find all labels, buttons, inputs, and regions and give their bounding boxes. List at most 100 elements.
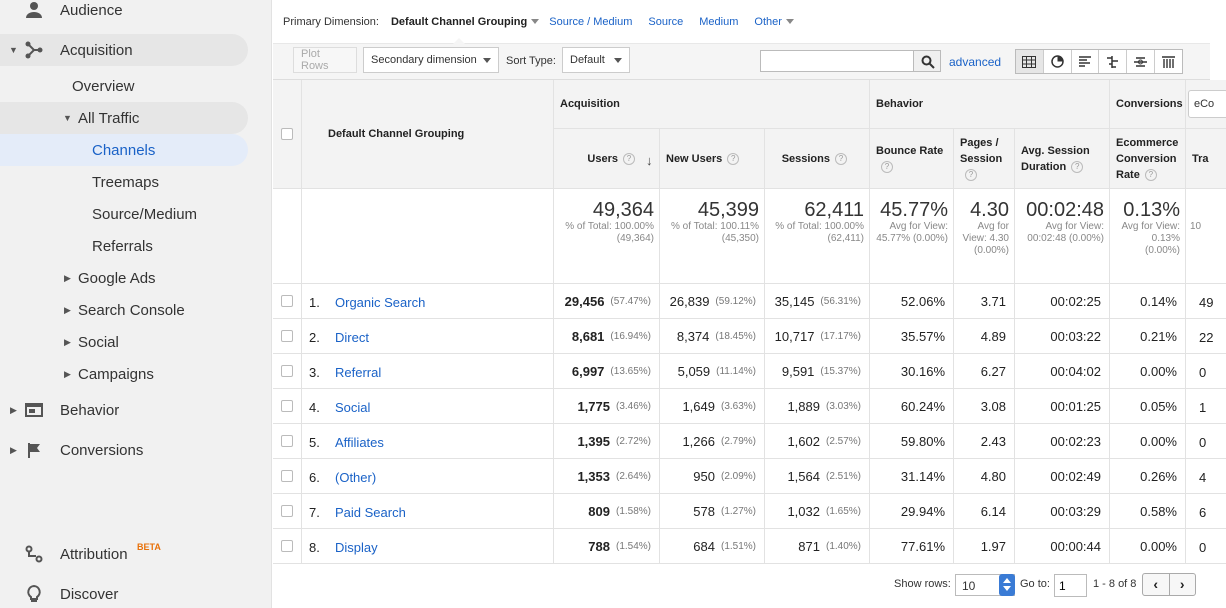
sidebar-item-campaigns[interactable]: ▶ Campaigns: [0, 358, 248, 390]
dimension-link-source[interactable]: Source: [648, 15, 684, 28]
secondary-dimension-select[interactable]: Secondary dimension: [363, 47, 499, 73]
totals-blank: [273, 189, 302, 284]
cell-percent: (3.63%): [720, 400, 756, 412]
sidebar-item-social[interactable]: ▶ Social: [0, 326, 248, 358]
total-subtext: % of Total: 100.00% (49,364): [565, 221, 654, 244]
cell-value: 49: [1199, 295, 1214, 310]
sidebar-item-label: Attribution: [60, 545, 128, 563]
flag-icon: [28, 443, 40, 458]
row-checkbox[interactable]: [281, 540, 293, 552]
row-checkbox-cell: [273, 354, 302, 389]
avg-session-duration-column-header[interactable]: Avg. Session Duration?: [1015, 129, 1110, 189]
dimension-other-dropdown[interactable]: Other: [754, 16, 794, 28]
beta-badge: BETA: [137, 542, 161, 552]
search-button[interactable]: [913, 50, 941, 72]
row-new-users: 5,059 (11.14%): [660, 354, 765, 389]
sidebar-item-treemaps[interactable]: Treemaps: [0, 166, 248, 198]
row-pages-per-session: 6.14: [954, 494, 1015, 529]
sidebar-item-attribution[interactable]: Attribution BETA: [0, 538, 248, 570]
row-avg-session-duration: 00:00:44: [1015, 529, 1110, 564]
ecommerce-goal-select[interactable]: eCo: [1188, 90, 1226, 118]
users-column-header[interactable]: Users?: [554, 129, 660, 189]
sidebar-item-acquisition[interactable]: ▼ Acquisition: [0, 34, 248, 66]
goto-input[interactable]: [1054, 574, 1087, 597]
row-checkbox[interactable]: [281, 505, 293, 517]
sidebar-item-all-traffic[interactable]: ▼ All Traffic: [0, 102, 248, 134]
sidebar-item-audience[interactable]: Audience: [0, 0, 271, 26]
sidebar-item-label: Conversions: [60, 441, 144, 459]
sidebar-item-referrals[interactable]: Referrals: [0, 230, 248, 262]
column-header-label: Bounce Rate?: [876, 144, 944, 173]
cell-value: 00:03:22: [1050, 328, 1101, 344]
sidebar-item-label: Acquisition: [60, 41, 133, 59]
pages-per-session-column-header[interactable]: Pages / Session?: [954, 129, 1015, 189]
cell-percent: (17.17%): [820, 330, 861, 342]
row-checkbox[interactable]: [281, 295, 293, 307]
performance-view-button[interactable]: [1072, 50, 1100, 73]
pagination-buttons: ‹ ›: [1142, 573, 1196, 596]
row-pages-per-session: 1.97: [954, 529, 1015, 564]
plot-rows-button[interactable]: Plot Rows: [293, 47, 357, 73]
dimension-header[interactable]: Default Channel Grouping: [302, 80, 554, 189]
sessions-column-header[interactable]: Sessions?: [765, 129, 870, 189]
row-dimension-link[interactable]: Paid Search: [335, 505, 406, 520]
total-subtext: % of Total: 100.11% (45,350): [670, 221, 759, 244]
advanced-filter-link[interactable]: advanced: [949, 55, 1002, 69]
new-users-column-header[interactable]: New Users?: [660, 129, 765, 189]
ecommerce-conversion-rate-column-header[interactable]: Ecommerce Conversion Rate?: [1110, 129, 1186, 189]
row-pages-per-session: 4.80: [954, 459, 1015, 494]
sidebar-item-source-medium[interactable]: Source/Medium: [0, 198, 248, 230]
row-checkbox[interactable]: [281, 330, 293, 342]
row-dimension-link[interactable]: Display: [335, 540, 378, 555]
group-header-conversions: Conversions: [1110, 80, 1186, 129]
grid-icon: [1022, 55, 1037, 68]
prev-page-button[interactable]: ‹: [1143, 574, 1170, 595]
row-checkbox[interactable]: [281, 470, 293, 482]
row-transactions: 1: [1186, 389, 1226, 424]
sidebar-item-conversions[interactable]: ▶ Conversions: [0, 434, 248, 466]
primary-dimension-current[interactable]: Default Channel Grouping: [391, 16, 540, 28]
row-dimension-link[interactable]: (Other): [335, 470, 377, 485]
bounce-rate-column-header[interactable]: Bounce Rate?: [870, 129, 954, 189]
sidebar-item-search-console[interactable]: ▶ Search Console: [0, 294, 248, 326]
select-all-checkbox[interactable]: [281, 128, 293, 140]
row-dimension-link[interactable]: Affiliates: [335, 435, 384, 450]
row-transactions: 4: [1186, 459, 1226, 494]
pivot-view-button[interactable]: [1155, 50, 1182, 73]
sidebar-item-discover[interactable]: Discover: [0, 578, 248, 608]
help-icon: ?: [1144, 168, 1157, 181]
dimension-link-source-medium[interactable]: Source / Medium: [549, 15, 633, 28]
row-dimension-link[interactable]: Organic Search: [335, 295, 426, 310]
row-checkbox[interactable]: [281, 365, 293, 377]
sidebar-item-behavior[interactable]: ▶ Behavior: [0, 394, 248, 426]
table-search-input[interactable]: [760, 50, 914, 72]
row-checkbox[interactable]: [281, 435, 293, 447]
row-dimension-link[interactable]: Social: [335, 400, 371, 415]
cell-percent: (2.09%): [720, 470, 756, 482]
row-transactions: 6: [1186, 494, 1226, 529]
sidebar-item-overview[interactable]: Overview: [0, 70, 248, 102]
sort-type-select[interactable]: Default: [562, 47, 630, 73]
row-dimension-link[interactable]: Direct: [335, 330, 369, 345]
caret-right-icon: ▶: [64, 273, 71, 283]
transactions-column-header[interactable]: Tra: [1186, 129, 1226, 189]
show-rows-select[interactable]: 10: [955, 574, 1015, 596]
pie-view-button[interactable]: [1044, 50, 1072, 73]
table-view-button[interactable]: [1016, 50, 1044, 73]
row-checkbox[interactable]: [281, 400, 293, 412]
cell-value: 8,681: [571, 328, 605, 344]
help-icon: ?: [881, 160, 893, 173]
term-cloud-view-button[interactable]: [1127, 50, 1156, 73]
dimension-link-medium[interactable]: Medium: [699, 15, 739, 28]
total-value: 49,364: [592, 199, 654, 221]
sidebar-item-channels[interactable]: Channels: [0, 134, 248, 166]
next-page-button[interactable]: ›: [1170, 574, 1196, 595]
caret-right-icon: ▶: [64, 305, 71, 315]
person-icon: [26, 2, 42, 18]
cell-value: 1,602: [787, 433, 820, 449]
row-dimension-cell: 8. Display: [302, 529, 554, 564]
row-dimension-link[interactable]: Referral: [335, 365, 382, 380]
comparison-view-button[interactable]: [1099, 50, 1128, 73]
goto-label: Go to:: [1020, 578, 1050, 590]
sidebar-item-google-ads[interactable]: ▶ Google Ads: [0, 262, 248, 294]
